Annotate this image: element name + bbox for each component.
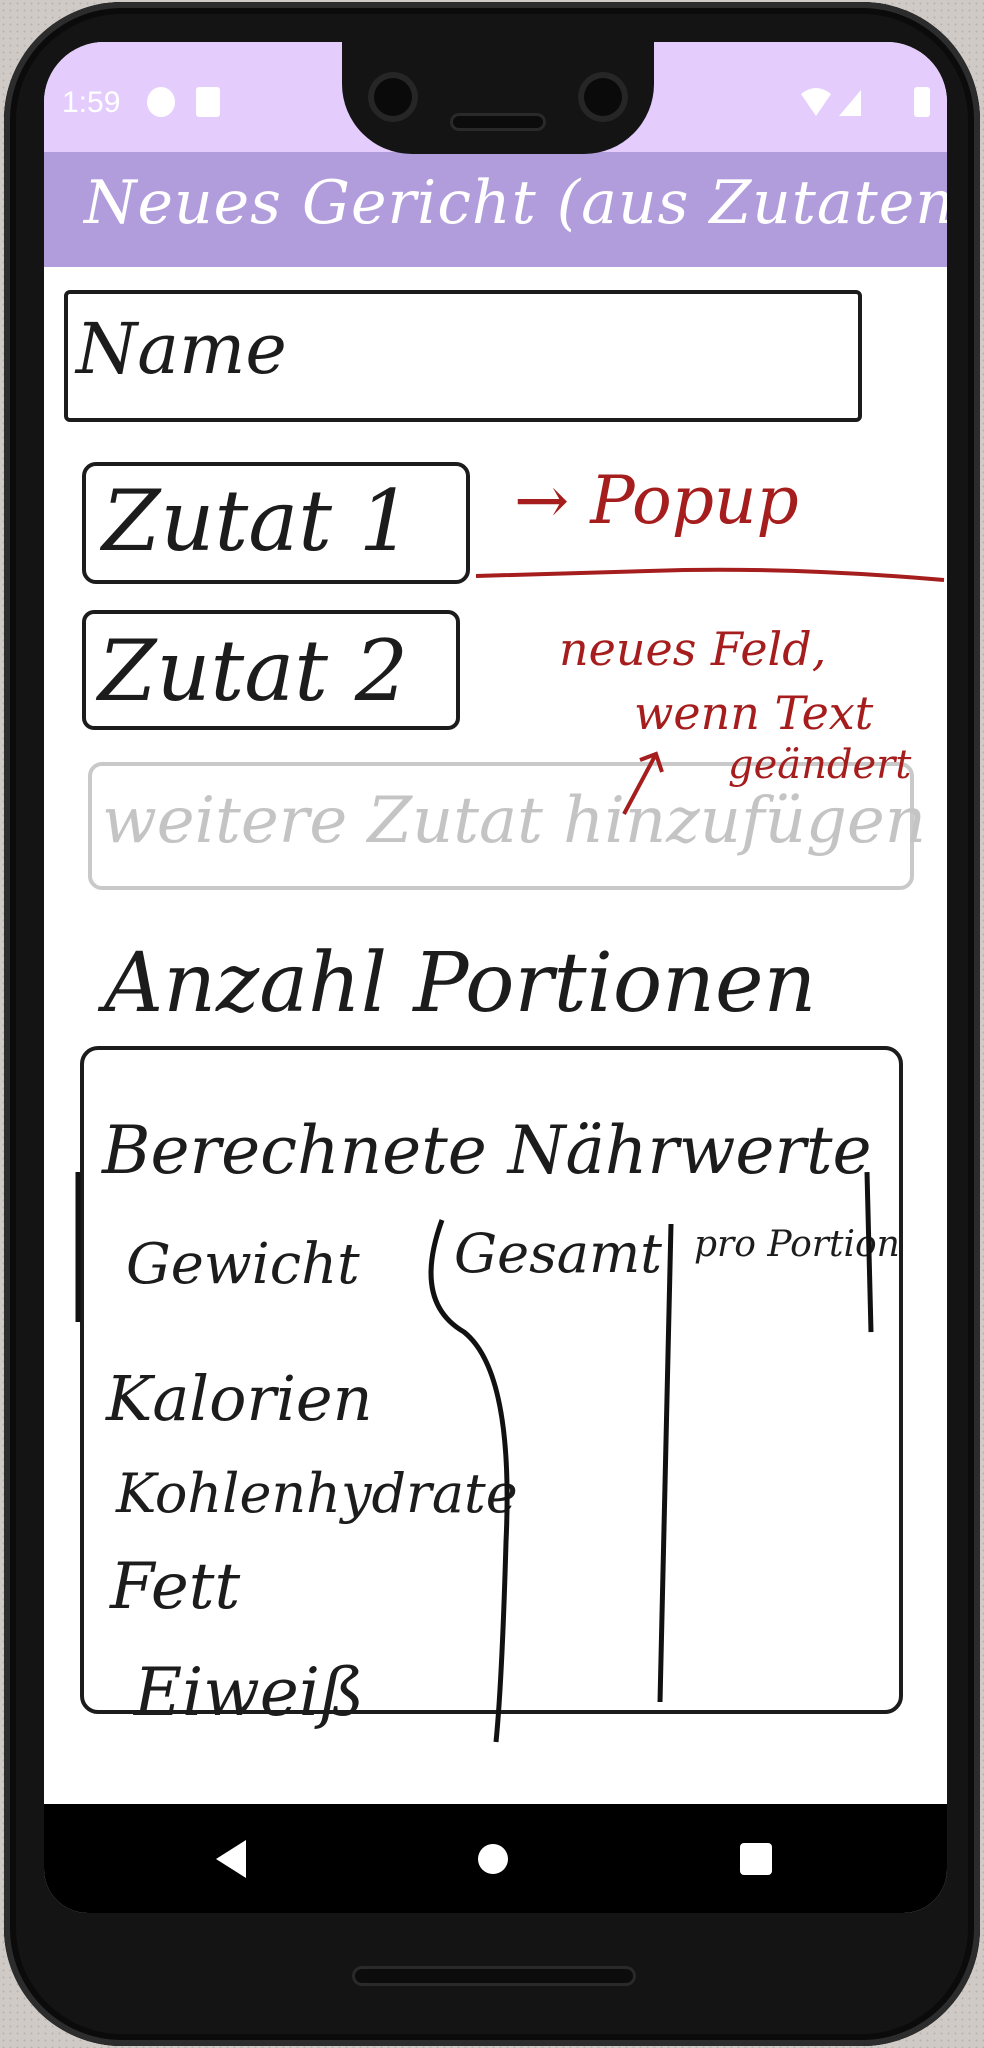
column-header-total: Gesamt [454, 1222, 662, 1285]
navigation-bar [44, 1804, 947, 1913]
row-carbohydrates: Kohlenhydrate [116, 1462, 518, 1525]
row-calories: Kalorien [106, 1362, 373, 1435]
home-icon[interactable] [478, 1844, 508, 1874]
row-fat: Fett [110, 1550, 241, 1624]
screen: 1:59 Neues Gericht (aus Zutaten) Name Zu… [44, 42, 947, 1913]
status-time: 1:59 [62, 86, 121, 119]
add-ingredient-input[interactable]: weitere Zutat hinzufügen [88, 762, 926, 890]
notch [342, 42, 654, 154]
front-camera-left [368, 72, 418, 122]
earpiece [450, 113, 546, 131]
annotation-new-field-1: neues Feld, [559, 622, 827, 676]
front-camera-right [578, 72, 628, 122]
servings-label[interactable]: Anzahl Portionen [104, 936, 817, 1031]
battery-icon [914, 87, 930, 117]
bottom-speaker [352, 1966, 636, 1986]
name-input[interactable]: Name [64, 290, 862, 422]
app-bar [44, 152, 947, 267]
ingredient-2-label: Zutat 2 [98, 622, 409, 720]
annotation-new-field-2: wenn Text [634, 686, 874, 740]
add-ingredient-placeholder: weitere Zutat hinzufügen [102, 784, 926, 858]
sim-card-icon [196, 87, 220, 117]
nutrients-title: Berechnete Nährwerte [102, 1112, 872, 1189]
column-header-per-portion: pro Portion [694, 1224, 900, 1265]
name-input-placeholder: Name [76, 308, 287, 390]
ingredient-1-label: Zutat 1 [102, 472, 413, 570]
ingredient-input-2[interactable]: Zutat 2 [82, 610, 460, 730]
page-title: Neues Gericht (aus Zutaten) [84, 168, 947, 238]
ingredient-input-1[interactable]: Zutat 1 [82, 462, 470, 584]
sketch-strokes [75, 567, 945, 1743]
annotation-new-field-3: geändert [728, 742, 912, 788]
row-protein: Eiweiß [134, 1654, 365, 1731]
notification-icon [147, 87, 175, 117]
nutrients-panel [80, 1046, 903, 1714]
annotation-popup: → Popup [514, 462, 799, 539]
back-icon[interactable] [216, 1840, 246, 1878]
recent-apps-icon[interactable] [740, 1843, 772, 1875]
phone-frame: 1:59 Neues Gericht (aus Zutaten) Name Zu… [4, 2, 980, 2046]
column-header-weight: Gewicht [126, 1232, 360, 1297]
wifi-signal-icon [801, 88, 861, 116]
